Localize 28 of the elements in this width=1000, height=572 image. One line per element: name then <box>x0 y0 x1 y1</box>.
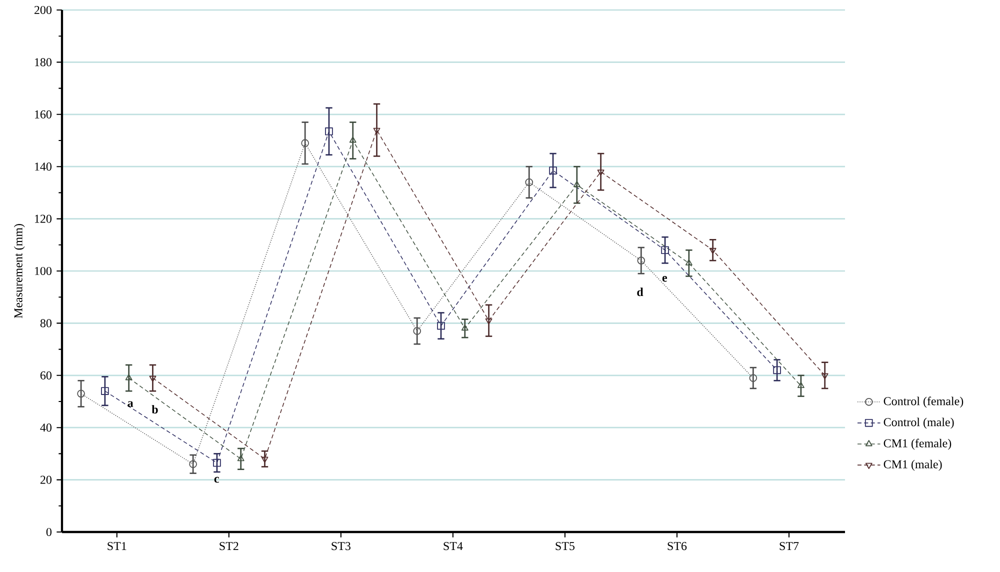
y-tick-label: 100 <box>35 266 52 276</box>
y-tick-label: 140 <box>35 162 52 171</box>
y-tick-label: 180 <box>35 58 52 66</box>
y-tick-label: 40 <box>40 424 52 432</box>
y-tick-label: 60 <box>40 371 52 380</box>
y-tick-label: 160 <box>35 110 52 118</box>
y-tick-label: 20 <box>40 476 52 484</box>
y-tick-label: 120 <box>35 214 52 223</box>
annotation: a <box>128 401 134 407</box>
y-tick-label: 0 <box>46 528 52 536</box>
x-tick-label: ST6 <box>668 542 687 550</box>
legend-label: Control (male) <box>884 418 954 429</box>
x-tick-label: ST7 <box>780 542 799 550</box>
annotation: d <box>637 288 644 296</box>
x-tick-label: ST5 <box>556 542 575 550</box>
annotation: e <box>662 276 668 282</box>
y-axis-title: Measurement (mm) <box>14 224 25 318</box>
x-tick-label: ST3 <box>332 542 350 550</box>
y-tick-label: 200 <box>34 6 52 14</box>
legend-label: Control (female) <box>884 396 964 408</box>
x-tick-label: ST1 <box>108 542 126 550</box>
annotation: c <box>214 476 219 483</box>
annotation: b <box>152 405 158 414</box>
legend-label: CM1 (male) <box>884 460 942 471</box>
x-tick-label: ST4 <box>444 542 463 550</box>
legend-label: CM1 (female) <box>884 438 952 450</box>
y-tick-label: 80 <box>40 319 52 328</box>
x-tick-label: ST2 <box>220 542 238 550</box>
